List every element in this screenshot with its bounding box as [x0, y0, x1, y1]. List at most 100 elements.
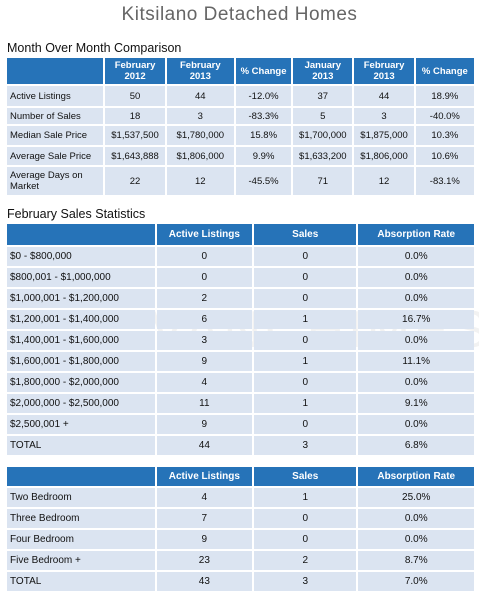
- row: Five Bedroom +23 2 8.7%: [7, 551, 474, 570]
- header-cell: % Change: [415, 58, 474, 84]
- cell: $1,700,000: [293, 126, 353, 145]
- cell: 0: [254, 289, 357, 308]
- cell: 44: [166, 86, 234, 106]
- cell: 0.0%: [358, 247, 474, 266]
- cell: $1,806,000: [166, 147, 234, 165]
- cell: 7: [156, 509, 253, 528]
- row-label: Three Bedroom: [7, 509, 155, 528]
- bedroom-table: Active Listings Sales Absorption Rate Two B…: [5, 465, 476, 593]
- cell: 12: [166, 167, 234, 195]
- row-label: $1,800,000 - $2,000,000: [7, 373, 155, 392]
- cell: 12: [354, 167, 414, 195]
- cell: $1,633,200: [293, 147, 353, 165]
- header-cell: [7, 58, 104, 84]
- row: Median Sale Price $1,537,500 $1,780,000 15.…: [7, 126, 474, 145]
- cell: 50: [105, 86, 165, 106]
- header-cell: Sales: [254, 467, 357, 486]
- row: Three Bedroom 7 0 0.0%: [7, 509, 474, 528]
- header-cell: January 2013: [293, 58, 353, 84]
- row: $1,000,001 - $1,200,000 2 0 0.0%: [7, 289, 474, 308]
- row-label: $2,000,000 - $2,500,000: [7, 394, 155, 413]
- sales-table: Active Listings Sales Absorption Rate $0 - …: [5, 222, 476, 457]
- cell: 22: [105, 167, 165, 195]
- row-label: $2,500,001 +: [7, 415, 155, 434]
- cell: 9: [156, 352, 253, 371]
- cell: 44: [354, 86, 414, 106]
- cell: $1,643,888: [105, 147, 165, 165]
- cell: 8.7%: [358, 551, 474, 570]
- cell: 18: [105, 108, 165, 124]
- cell: 0.0%: [358, 509, 474, 528]
- cell: 7.0%: [358, 572, 474, 591]
- cell: 0: [156, 268, 253, 287]
- row-label: $1,200,001 - $1,400,000: [7, 310, 155, 329]
- row: $1,600,001 - $1,800,000 9 1 11.1%: [7, 352, 474, 371]
- cell: 37: [293, 86, 353, 106]
- cell: 1: [254, 310, 357, 329]
- title: Kitsilano Detached Homes: [121, 4, 358, 25]
- row-label: Two Bedroom: [7, 488, 155, 507]
- cell: $1,780,000: [166, 126, 234, 145]
- header-cell: February 2013: [166, 58, 234, 84]
- cell: 0.0%: [358, 331, 474, 350]
- cell: 6: [156, 310, 253, 329]
- cell: 11.1%: [358, 352, 474, 371]
- cell: 71: [293, 167, 353, 195]
- row-label: Four Bedroom: [7, 530, 155, 549]
- section-heading: February Sales Statistics: [7, 207, 146, 221]
- row: $800,001 - $1,000,000 0 0 0.0%: [7, 268, 474, 287]
- cell: -40.0%: [415, 108, 474, 124]
- row-label: $1,600,001 - $1,800,000: [7, 352, 155, 371]
- cell: 11: [156, 394, 253, 413]
- cell: 4: [156, 373, 253, 392]
- row: $2,500,001 +9 0 0.0%: [7, 415, 474, 434]
- cell: 16.7%: [358, 310, 474, 329]
- row: Active Listings 50 44 -12.0% 37 44 18.9%: [7, 86, 474, 106]
- row-label: TOTAL: [7, 436, 155, 455]
- row: Four Bedroom 9 0 0.0%: [7, 530, 474, 549]
- cell: 43: [156, 572, 253, 591]
- row-label: Active Listings: [7, 86, 104, 106]
- row-label: $800,001 - $1,000,000: [7, 268, 155, 287]
- cell: 0.0%: [358, 530, 474, 549]
- cell: 23: [156, 551, 253, 570]
- cell: -83.1%: [415, 167, 474, 195]
- cell: 18.9%: [415, 86, 474, 106]
- cell: $1,806,000: [354, 147, 414, 165]
- cell: 0.0%: [358, 415, 474, 434]
- cell: 0: [156, 247, 253, 266]
- cell: 0: [254, 247, 357, 266]
- cell: 0.0%: [358, 289, 474, 308]
- cell: 0: [254, 415, 357, 434]
- row-label: $0 - $800,000: [7, 247, 155, 266]
- header-cell: February 2012: [105, 58, 165, 84]
- cell: 3: [166, 108, 234, 124]
- cell: 9: [156, 530, 253, 549]
- header-cell: % Change: [235, 58, 292, 84]
- cell: 0.0%: [358, 373, 474, 392]
- row: TOTAL 43 3 7.0%: [7, 572, 474, 591]
- row: $2,000,000 - $2,500,000 11 1 9.1%: [7, 394, 474, 413]
- cell: 3: [254, 436, 357, 455]
- cell: $1,537,500: [105, 126, 165, 145]
- cell: -45.5%: [235, 167, 292, 195]
- cell: 2: [156, 289, 253, 308]
- row-label: Average Days on Market: [7, 167, 104, 195]
- header-row: February 2012 February 2013% Change Januar…: [7, 58, 474, 84]
- header-cell: Sales: [254, 224, 357, 245]
- cell: 1: [254, 488, 357, 507]
- header-cell: Active Listings: [156, 467, 253, 486]
- header-cell: [7, 467, 155, 486]
- row-label: Average Sale Price: [7, 147, 104, 165]
- cell: $1,875,000: [354, 126, 414, 145]
- cell: 0: [254, 331, 357, 350]
- cell: 15.8%: [235, 126, 292, 145]
- row: Average Days on Market 22 12 -45.5% 71 12 -83.…: [7, 167, 474, 195]
- row: Two Bedroom 4 1 25.0%: [7, 488, 474, 507]
- row-label: Five Bedroom +: [7, 551, 155, 570]
- cell: 6.8%: [358, 436, 474, 455]
- row-label: Number of Sales: [7, 108, 104, 124]
- header-row: Active Listings Sales Absorption Rate: [7, 224, 474, 245]
- cell: 9.9%: [235, 147, 292, 165]
